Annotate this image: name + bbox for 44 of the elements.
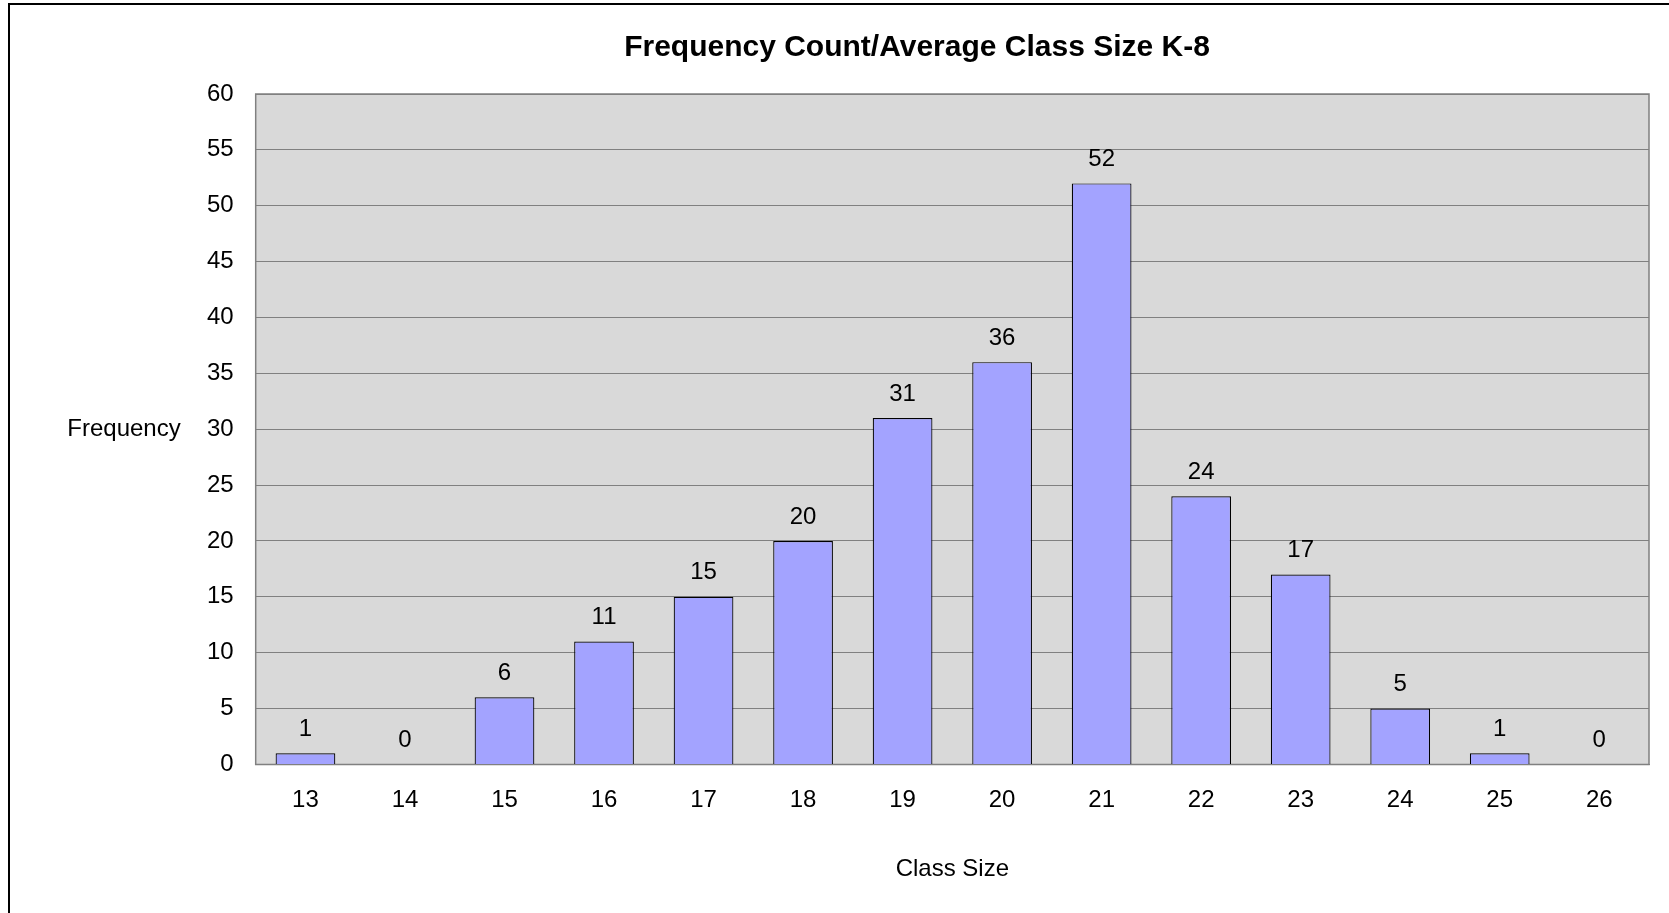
data-label: 31 — [889, 378, 916, 406]
x-tick-label: 21 — [1088, 785, 1115, 813]
y-tick-label: 50 — [206, 190, 234, 218]
data-label: 52 — [1088, 144, 1115, 172]
y-tick-label: 35 — [206, 357, 234, 385]
x-tick-label: 22 — [1187, 785, 1215, 813]
data-label: 1 — [298, 713, 313, 741]
y-axis-title: Frequency — [67, 413, 181, 441]
y-tick-label: 10 — [206, 637, 234, 665]
data-label: 0 — [1592, 725, 1606, 753]
x-tick-label: 17 — [690, 785, 717, 813]
y-tick-label: 20 — [206, 525, 234, 553]
x-tick-label: 15 — [491, 785, 518, 813]
data-label: 36 — [988, 322, 1016, 350]
y-tick-label: 30 — [206, 413, 234, 441]
chart-title: Frequency Count/Average Class Size K-8 — [624, 29, 1210, 63]
data-label: 11 — [591, 602, 617, 630]
x-tick-label: 26 — [1585, 785, 1613, 813]
data-label: 20 — [789, 501, 817, 529]
y-tick-label: 5 — [220, 693, 234, 721]
y-tick-label: 25 — [206, 469, 234, 497]
x-tick-label: 23 — [1287, 785, 1315, 813]
y-tick-label: 55 — [206, 134, 234, 162]
y-tick-label: 15 — [206, 581, 234, 609]
data-label: 0 — [398, 725, 412, 753]
x-tick-label: 18 — [789, 785, 817, 813]
x-tick-label: 19 — [889, 785, 916, 813]
y-tick-label: 45 — [206, 246, 234, 274]
x-tick-label: 25 — [1486, 785, 1514, 813]
data-label: 24 — [1187, 456, 1215, 484]
data-label: 6 — [497, 657, 512, 685]
data-label: 17 — [1287, 535, 1315, 563]
y-tick-label: 40 — [206, 302, 234, 330]
x-tick-label: 13 — [292, 785, 319, 813]
x-tick-label: 16 — [590, 785, 618, 813]
data-label: 5 — [1393, 669, 1407, 697]
y-tick-label: 60 — [206, 78, 234, 106]
y-tick-label: 0 — [220, 749, 234, 777]
x-tick-label: 24 — [1386, 785, 1414, 813]
data-label: 1 — [1493, 713, 1507, 741]
x-tick-label: 20 — [988, 785, 1016, 813]
x-tick-label: 14 — [391, 785, 419, 813]
data-label: 15 — [690, 557, 717, 585]
x-axis-title: Class Size — [895, 854, 1010, 882]
